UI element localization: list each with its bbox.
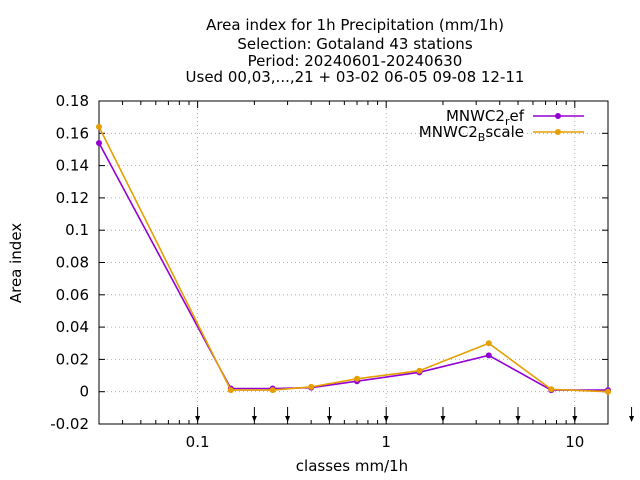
arrow-head [572,416,578,422]
arrow-head [326,416,332,422]
class-arrow-icon [629,407,635,422]
arrow-head [515,416,521,422]
x-tick-label: 0.1 [186,433,210,451]
x-axis-label: classes mm/1h [296,457,408,475]
grid [99,101,608,424]
class-arrow-icon [440,407,446,422]
class-arrow-icon [383,407,389,422]
y-axis-label: Area index [7,223,25,303]
class-arrow-icon [285,407,291,422]
title-line-1: Area index for 1h Precipitation (mm/1h) [206,16,504,34]
y-tick-label: 0.12 [56,189,89,207]
series-point [269,387,276,394]
arrow-head [629,416,635,422]
series-line [98,142,608,391]
y-tick-label: -0.02 [50,415,89,433]
plot-frame [98,100,609,425]
series-point [485,352,492,359]
arrow-head [251,416,257,422]
arrow-head [195,416,201,422]
title-line-4: Used 00,03,...,21 + 03-02 06-05 09-08 12… [186,68,525,86]
series-point [96,123,102,130]
series-point [485,340,492,347]
y-tick-label: 0.08 [56,254,89,272]
arrow-head [285,416,291,422]
chart-title: Area index for 1h Precipitation (mm/1h) … [186,16,525,86]
series-layer [96,123,611,395]
class-arrow-icon [326,407,332,422]
legend-label-main: MNWC2 [419,123,478,141]
class-arrow-icon [195,407,201,422]
axes: -0.02 0 0.02 0.04 0.06 0.08 0.1 0.12 0.14 0.16 0.1… [50,92,609,451]
class-arrows [195,407,635,422]
series-MNWC2_ref [96,139,611,394]
legend-swatch-point [555,113,561,119]
series-line [98,126,609,393]
y-tick-label: 0.02 [56,350,89,368]
title-line-3: Period: 20240601-20240630 [248,52,463,70]
legend-label-main: MNWC2 [446,107,505,125]
class-arrow-icon [515,407,521,422]
series-point [416,367,423,374]
arrow-head [440,416,446,422]
title-line-2: Selection: Gotaland 43 stations [237,35,472,53]
series-point [353,375,360,382]
legend-label-tail: scale [485,123,524,141]
legend-label-sub: r [505,115,510,128]
x-tick-label: 1 [381,433,391,451]
legend-label-sub: B [478,131,486,144]
x-tick-label: 10 [565,433,584,451]
y-tick-label: 0.16 [56,124,89,142]
y-tick-label: 0.06 [56,286,89,304]
class-arrow-icon [251,407,257,422]
y-tick-label: 0.18 [56,92,89,110]
y-tick-label: 0.1 [65,221,89,239]
series-point [605,388,611,395]
legend-swatch-point [555,129,561,135]
series-MNWC2_Bscale [96,123,611,395]
arrow-head [383,416,389,422]
class-arrow-icon [572,407,578,422]
series-point [308,383,315,390]
y-tick-label: 0.14 [56,157,89,175]
series-point [96,139,102,146]
series-point [227,387,234,394]
legend-label: MNWC2ref [446,107,525,128]
y-tick-label: 0 [79,383,89,401]
series-point [548,386,555,393]
legend-label-tail: ef [509,107,524,125]
y-tick-label: 0.04 [56,318,89,336]
legend-label: MNWC2Bscale [419,123,524,144]
